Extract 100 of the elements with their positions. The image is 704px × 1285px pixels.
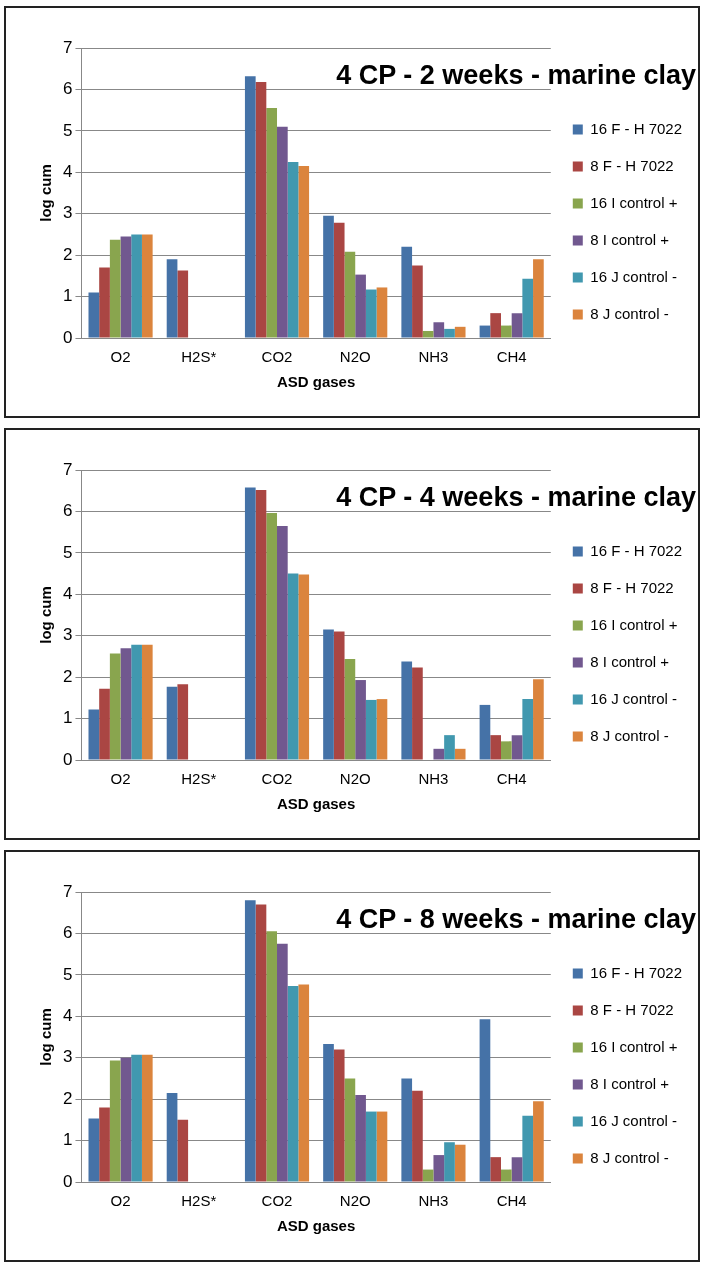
bar <box>355 680 366 760</box>
bar <box>355 274 366 338</box>
bar <box>444 735 455 760</box>
y-tick-label: 7 <box>62 459 73 479</box>
legend-label: 8 F - H 7022 <box>590 578 674 596</box>
bar <box>511 735 523 760</box>
bar <box>433 322 445 338</box>
bar <box>88 1118 100 1182</box>
bar <box>511 1157 523 1182</box>
y-tick-label: 2 <box>62 1088 73 1108</box>
bar <box>99 1107 110 1182</box>
bar <box>166 686 178 760</box>
bar <box>131 234 142 338</box>
y-tick-label: 0 <box>62 1171 73 1191</box>
bar <box>376 699 388 760</box>
y-tick-label: 3 <box>62 203 73 223</box>
chart-title: 4 CP - 4 weeks - marine clay <box>336 482 696 513</box>
y-tick-label: 5 <box>62 542 73 562</box>
legend-label: 8 F - H 7022 <box>590 1000 674 1018</box>
bar <box>287 161 299 338</box>
bar <box>255 904 267 1182</box>
bar <box>323 629 334 760</box>
bar <box>109 239 121 338</box>
bar <box>109 653 121 760</box>
legend-label: 8 F - H 7022 <box>590 156 674 174</box>
y-tick-label: 4 <box>62 1005 73 1025</box>
bar <box>298 574 310 760</box>
bar <box>99 267 110 338</box>
legend-label: 16 F - H 7022 <box>590 963 682 981</box>
bar <box>376 287 388 338</box>
legend-label: 8 I control + <box>590 652 670 670</box>
bar <box>141 234 153 338</box>
bar <box>365 1111 377 1182</box>
bar <box>287 986 299 1182</box>
y-tick-label: 1 <box>62 1130 73 1150</box>
x-tick-label: CH4 <box>496 348 527 366</box>
bar <box>401 661 413 760</box>
x-tick-label: NH3 <box>418 348 449 366</box>
y-tick-label: 2 <box>62 244 73 264</box>
x-axis-title: ASD gases <box>276 795 356 813</box>
bar <box>141 1054 153 1182</box>
bar <box>131 644 142 760</box>
y-tick-label: 3 <box>62 1047 73 1067</box>
bar <box>166 259 178 338</box>
x-tick-label: NH3 <box>418 770 449 788</box>
bar <box>412 667 423 760</box>
x-tick-label: H2S* <box>181 1192 217 1210</box>
bar <box>244 76 256 338</box>
bar <box>511 313 523 338</box>
bar <box>522 278 534 338</box>
bar <box>522 699 534 760</box>
x-tick-label: CO2 <box>261 770 293 788</box>
y-tick-label: 7 <box>62 881 73 901</box>
x-tick-label: CO2 <box>261 1192 293 1210</box>
legend-label: 8 J control - <box>590 1148 669 1166</box>
bar <box>99 688 110 760</box>
x-tick-label: O2 <box>110 770 131 788</box>
bar <box>344 658 356 760</box>
bar <box>376 1111 388 1182</box>
bar <box>255 81 267 338</box>
bar <box>255 489 267 760</box>
bar <box>344 251 356 338</box>
y-tick-label: 1 <box>62 286 73 306</box>
y-tick-label: 5 <box>62 964 73 984</box>
legend-label: 8 J control - <box>590 726 669 744</box>
bar <box>490 313 501 338</box>
y-tick-label: 5 <box>62 120 73 140</box>
bar <box>479 1019 491 1182</box>
bar <box>244 900 256 1182</box>
bar <box>298 984 310 1182</box>
y-tick-label: 6 <box>62 501 73 521</box>
x-axis-title: ASD gases <box>276 373 356 391</box>
x-tick-label: H2S* <box>181 348 217 366</box>
bar <box>454 326 466 338</box>
x-tick-label: CH4 <box>496 770 527 788</box>
y-tick-label: 0 <box>62 327 73 347</box>
bar <box>422 330 434 338</box>
x-tick-label: CO2 <box>261 348 293 366</box>
bar <box>287 573 299 760</box>
bar <box>433 1155 445 1182</box>
bar <box>401 246 413 338</box>
bar <box>88 292 100 338</box>
bar <box>533 1101 544 1182</box>
bar <box>365 289 377 338</box>
y-tick-label: 4 <box>62 161 73 181</box>
bar <box>166 1092 178 1182</box>
bar <box>490 1157 501 1182</box>
bar <box>298 166 310 338</box>
y-axis-title: log cum <box>37 586 55 644</box>
y-axis-title: log cum <box>37 1008 55 1066</box>
bar <box>401 1078 413 1182</box>
bar <box>333 222 345 338</box>
bar <box>533 259 544 338</box>
y-tick-label: 6 <box>62 923 73 943</box>
y-tick-label: 6 <box>62 79 73 99</box>
bar <box>365 699 377 760</box>
legend-label: 16 I control + <box>590 1037 678 1055</box>
x-tick-label: N2O <box>339 348 371 366</box>
legend-label: 16 I control + <box>590 193 678 211</box>
bar <box>88 709 100 760</box>
